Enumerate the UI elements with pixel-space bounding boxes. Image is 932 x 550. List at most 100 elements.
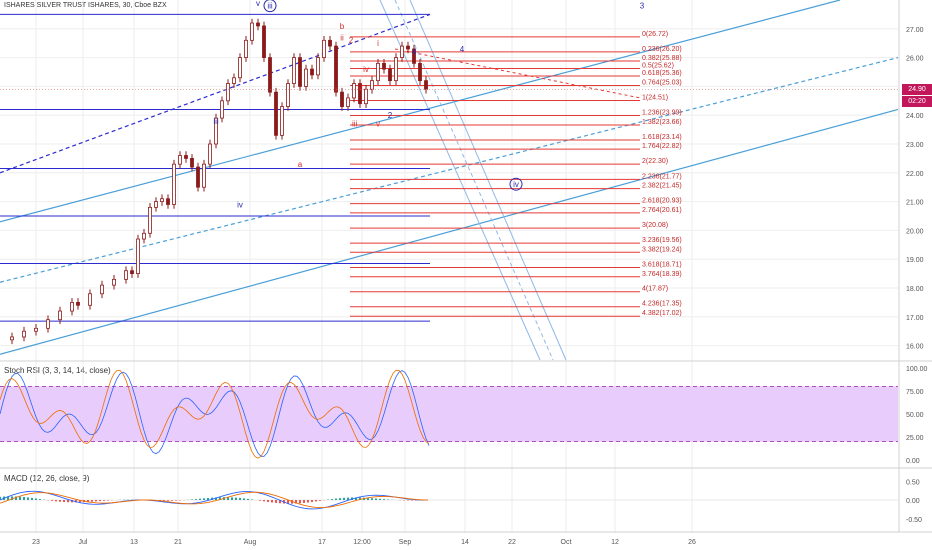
trend-dashed [0, 13, 431, 174]
y-tick-label: 27.00 [906, 27, 924, 34]
x-tick-label: 12:00 [353, 539, 371, 546]
wave-label: v [376, 120, 380, 129]
macd-histogram-bar [359, 497, 361, 500]
macd-histogram-bar [103, 500, 105, 501]
fib-label: 1.236(23.99) [642, 109, 682, 116]
candle-body [310, 68, 314, 76]
macd-histogram-bar [331, 499, 333, 500]
macd-histogram-bar [207, 497, 209, 500]
stoch-d-line [0, 369, 430, 459]
x-tick-label: 26 [688, 539, 696, 546]
y-tick-label: 21.00 [906, 200, 924, 207]
channel-upper [0, 0, 841, 223]
candle-body [406, 45, 410, 50]
candle-body [292, 57, 296, 84]
candle-body [208, 143, 212, 165]
macd-histogram-bar [51, 500, 53, 501]
macd-histogram-bar [259, 500, 261, 501]
x-tick-label: Sep [399, 539, 412, 546]
countdown-tag: 02:20 [902, 96, 932, 107]
steep-channel-line [379, 0, 541, 361]
fib-label: 4.382(17.02) [642, 310, 682, 317]
macd-histogram-bar [15, 496, 17, 500]
candle-body [124, 270, 128, 280]
x-tick-label: Oct [561, 539, 572, 546]
candle-body [352, 83, 356, 99]
candle-body [136, 238, 140, 274]
wave-label: 4 [460, 45, 465, 54]
channel-mid [0, 57, 899, 283]
macd-histogram-bar [75, 500, 77, 503]
wave-label: iv [363, 65, 369, 74]
candle-body [76, 301, 80, 306]
wave-label: b [340, 22, 345, 31]
candle-body [280, 106, 284, 136]
wave-label: 4 [412, 48, 417, 57]
wave-label: a [298, 160, 303, 169]
candle-body [262, 25, 266, 59]
candle-body [394, 57, 398, 82]
stoch-tick-label: 75.00 [906, 389, 924, 396]
macd-histogram-bar [319, 500, 321, 501]
candle-body [160, 198, 164, 203]
fib-label: 3.764(18.39) [642, 271, 682, 278]
candle-body [196, 166, 200, 188]
candle-body [298, 57, 302, 87]
candle-body [322, 39, 326, 59]
wave-label: 2 [349, 36, 354, 45]
candle-body [178, 155, 182, 165]
fib-label: 3.236(19.56) [642, 237, 682, 244]
candle-body [340, 91, 344, 107]
fib-label: 3.382(19.24) [642, 246, 682, 253]
fib-label: 0.764(25.03) [642, 80, 682, 87]
fib-label: 2(22.30) [642, 158, 668, 165]
macd-histogram-bar [191, 499, 193, 500]
macd-histogram-bar [219, 497, 221, 500]
candle-body [88, 293, 92, 306]
macd-histogram-bar [11, 496, 13, 500]
y-tick-label: 24.00 [906, 113, 924, 120]
y-tick-label: 17.00 [906, 315, 924, 322]
candle-body [418, 62, 422, 82]
macd-histogram-bar [163, 500, 165, 501]
macd-histogram-bar [243, 498, 245, 500]
channel-lower [0, 108, 899, 355]
x-tick-label: Aug [244, 539, 257, 546]
candle-body [202, 163, 206, 188]
candle-body [274, 91, 278, 136]
macd-histogram-bar [35, 498, 37, 500]
candle-body [364, 88, 368, 105]
candle-body [370, 80, 374, 90]
macd-histogram-bar [251, 499, 253, 500]
candle-body [70, 301, 74, 312]
fib-label: 0.5(25.62) [642, 63, 674, 70]
fib-label: 1(24.51) [642, 95, 668, 102]
candle-body [46, 319, 50, 329]
candle-body [256, 22, 260, 27]
macd-histogram-bar [39, 499, 41, 500]
candle-body [316, 57, 320, 76]
macd-histogram-bar [215, 497, 217, 500]
y-tick-label: 22.00 [906, 171, 924, 178]
y-tick-label: 20.00 [906, 228, 924, 235]
macd-histogram-bar [239, 497, 241, 500]
fib-label: 0.618(25.36) [642, 70, 682, 77]
macd-histogram-bar [387, 499, 389, 500]
stoch-band-fill [0, 386, 898, 442]
stoch-k-line [0, 370, 430, 457]
candle-body [184, 155, 188, 159]
macd-histogram-bar [335, 498, 337, 500]
macd-histogram-bar [299, 500, 301, 504]
wave-circle [509, 177, 523, 191]
stoch-title: Stoch RSI (3, 3, 14, 14, close) [4, 366, 111, 375]
macd-histogram-bar [375, 498, 377, 500]
x-tick-label: 22 [508, 539, 516, 546]
fib-label: 4.236(17.35) [642, 301, 682, 308]
candle-body [328, 39, 332, 47]
candle-body [304, 68, 308, 87]
macd-histogram-bar [371, 498, 373, 500]
macd-histogram-bar [55, 500, 57, 502]
candle-body [226, 83, 230, 102]
candle-body [190, 157, 194, 168]
